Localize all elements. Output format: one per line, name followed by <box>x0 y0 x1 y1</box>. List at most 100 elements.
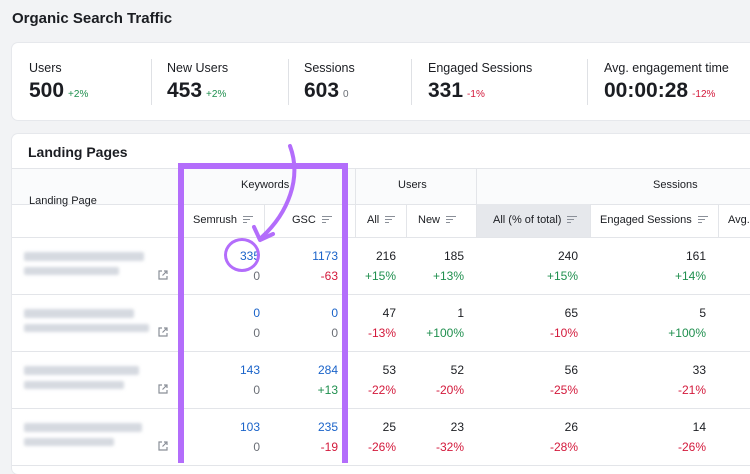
sessions-all-delta: -28% <box>549 440 578 454</box>
sort-icon[interactable] <box>385 216 396 224</box>
keywords-highlight-box <box>178 163 348 463</box>
sessions-all: 56 <box>564 363 578 377</box>
blurred-url <box>24 366 139 375</box>
external-link-icon[interactable] <box>157 440 169 452</box>
blurred-url <box>24 324 149 332</box>
kpi-value: 500 +2% <box>29 79 89 102</box>
table-row[interactable]: 0 0 0 0 47 -13% 1 +100% 65 -10% 5 +100% <box>12 295 750 352</box>
sessions-all: 26 <box>564 420 578 434</box>
col-engaged-sessions[interactable]: Engaged Sessions <box>600 214 708 226</box>
semrush-keywords[interactable]: 143 <box>239 363 260 377</box>
divider <box>264 204 265 237</box>
gsc-delta: 0 <box>331 326 338 340</box>
col-users-new[interactable]: New <box>418 214 457 226</box>
highlight-circle <box>224 238 260 272</box>
engaged-delta: -26% <box>677 440 706 454</box>
engaged-sessions: 14 <box>692 420 706 434</box>
divider <box>590 204 591 237</box>
sort-icon[interactable] <box>243 216 254 224</box>
kpi-label: Sessions <box>304 61 355 75</box>
users-all: 53 <box>382 363 396 377</box>
sort-icon[interactable] <box>697 216 708 224</box>
blurred-url <box>24 252 144 261</box>
table-row[interactable]: 143 0 284 +13 53 -22% 52 -20% 56 -25% 33 -21% <box>12 352 750 409</box>
users-new-delta: +100% <box>426 326 464 340</box>
gsc-keywords[interactable]: 284 <box>317 363 338 377</box>
col-avg[interactable]: Avg. <box>728 214 750 226</box>
sessions-all: 65 <box>564 306 578 320</box>
group-header-users: Users <box>398 179 427 191</box>
users-all: 25 <box>382 420 396 434</box>
engaged-delta: +14% <box>674 269 706 283</box>
kpi-value: 00:00:28 -12% <box>604 79 716 102</box>
engaged-sessions: 5 <box>699 306 706 320</box>
semrush-delta: 0 <box>253 383 260 397</box>
semrush-keywords[interactable]: 0 <box>253 306 260 320</box>
external-link-icon[interactable] <box>157 269 169 281</box>
sort-icon[interactable] <box>321 216 332 224</box>
col-gsc[interactable]: GSC <box>292 214 332 226</box>
divider <box>476 168 477 237</box>
col-landing-page: Landing Page <box>29 195 97 207</box>
divider <box>406 204 407 237</box>
users-all: 216 <box>375 249 396 263</box>
external-link-icon[interactable] <box>157 326 169 338</box>
kpi-delta: -1% <box>467 89 485 100</box>
semrush-delta: 0 <box>253 326 260 340</box>
col-sessions-all-pct[interactable]: All (% of total) <box>493 214 578 226</box>
annotation-arrow <box>252 144 297 242</box>
kpi-delta: -12% <box>692 89 716 100</box>
users-all-delta: -13% <box>367 326 396 340</box>
users-all-delta: -22% <box>367 383 396 397</box>
kpi-divider <box>587 59 588 105</box>
table-row[interactable]: 335 0 1173 -63 216 +15% 185 +13% 240 +15% 161… <box>12 238 750 295</box>
group-header-keywords: Keywords <box>241 179 290 191</box>
users-new: 1 <box>457 306 464 320</box>
engaged-delta: +100% <box>668 326 706 340</box>
gsc-keywords[interactable]: 235 <box>317 420 338 434</box>
page-title: Organic Search Traffic <box>12 10 173 27</box>
semrush-keywords[interactable]: 103 <box>239 420 260 434</box>
col-users-all[interactable]: All <box>367 214 396 226</box>
users-all: 47 <box>382 306 396 320</box>
kpi-value: 453 +2% <box>167 79 227 102</box>
users-new: 185 <box>443 249 464 263</box>
engaged-sessions: 33 <box>692 363 706 377</box>
blurred-url <box>24 438 114 446</box>
table-row[interactable]: 103 0 235 -19 25 -26% 23 -32% 26 -28% 14 -26% <box>12 409 750 466</box>
semrush-delta: 0 <box>253 269 260 283</box>
kpi-delta: +2% <box>206 89 227 100</box>
semrush-delta: 0 <box>253 440 260 454</box>
blurred-url <box>24 309 134 318</box>
col-semrush[interactable]: Semrush <box>193 214 254 226</box>
blurred-url <box>24 381 124 389</box>
kpi-divider <box>151 59 152 105</box>
blurred-url <box>24 267 119 275</box>
sort-icon[interactable] <box>446 216 457 224</box>
kpi-label: New Users <box>167 61 229 75</box>
kpi-delta: +2% <box>68 89 89 100</box>
kpi-divider <box>411 59 412 105</box>
gsc-keywords[interactable]: 1173 <box>312 249 338 263</box>
sort-icon[interactable] <box>567 216 578 224</box>
kpi-summary-card: Users 500 +2% New Users 453 +2% Sessions 6… <box>12 43 750 120</box>
kpi-divider <box>288 59 289 105</box>
landing-pages-card: Landing Pages Keywords Users Sessions Se… <box>12 134 750 474</box>
sessions-all-delta: -10% <box>549 326 578 340</box>
divider <box>718 204 719 237</box>
blurred-url <box>24 423 142 432</box>
gsc-delta: +13 <box>317 383 338 397</box>
gsc-keywords[interactable]: 0 <box>331 306 338 320</box>
users-new: 23 <box>450 420 464 434</box>
table-group-header: Keywords Users Sessions <box>12 168 750 205</box>
engaged-delta: -21% <box>677 383 706 397</box>
kpi-value: 331 -1% <box>428 79 485 102</box>
users-all-delta: -26% <box>367 440 396 454</box>
group-header-sessions: Sessions <box>653 179 698 191</box>
external-link-icon[interactable] <box>157 383 169 395</box>
table-column-header: Semrush GSC All New All (% of total) Eng… <box>12 204 750 238</box>
sessions-all-delta: -25% <box>549 383 578 397</box>
divider <box>355 168 356 237</box>
gsc-delta: -19 <box>320 440 338 454</box>
sessions-all-delta: +15% <box>546 269 578 283</box>
